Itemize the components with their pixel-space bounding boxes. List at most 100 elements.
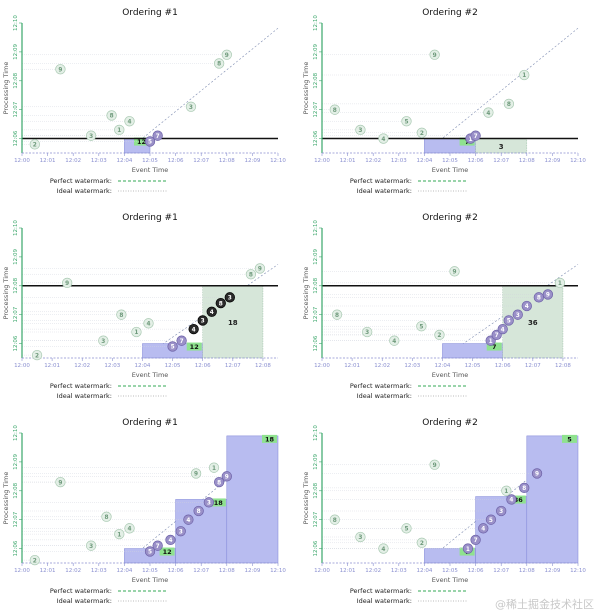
chart-panel-3: Ordering #1 12 18 12:00 12:01 12:02 12:03 12:04… bbox=[0, 205, 300, 410]
data-point-label: 4 bbox=[127, 527, 131, 533]
y-tick-label: 12:09 bbox=[313, 248, 319, 264]
data-point-label: 4 bbox=[127, 119, 131, 125]
data-point bbox=[31, 349, 43, 361]
data-point bbox=[167, 341, 178, 352]
y-tick-label: 12:08 bbox=[13, 72, 19, 88]
data-point-label: 5 bbox=[148, 140, 152, 146]
data-point-label: 2 bbox=[33, 143, 37, 149]
data-point-label: 1 bbox=[558, 281, 562, 287]
x-tick-label: 12:08 bbox=[519, 568, 535, 574]
data-point-label: 4 bbox=[186, 518, 190, 524]
data-point-label: 9 bbox=[258, 267, 262, 273]
data-point-label: 9 bbox=[452, 270, 456, 276]
data-point-label: 8 bbox=[110, 114, 114, 120]
pane-value-bg bbox=[210, 498, 226, 507]
x-tick-label: 12:05 bbox=[165, 363, 181, 369]
x-tick-label: 12:06 bbox=[195, 363, 211, 369]
x-tick-label: 12:06 bbox=[468, 158, 484, 164]
x-tick-label: 12:00 bbox=[314, 158, 330, 164]
x-tick-label: 12:09 bbox=[244, 158, 260, 164]
y-tick-label: 12:09 bbox=[13, 453, 19, 469]
x-tick-label: 12:07 bbox=[225, 363, 241, 369]
data-point-label: 9 bbox=[546, 293, 550, 299]
ideal-diagonal bbox=[442, 264, 579, 359]
x-tick-label: 12:01 bbox=[40, 158, 56, 164]
data-point bbox=[506, 494, 517, 505]
x-tick-label: 12:10 bbox=[270, 568, 286, 574]
data-point-label: 3 bbox=[89, 134, 93, 140]
data-point bbox=[378, 543, 389, 554]
data-point bbox=[175, 526, 186, 537]
data-point bbox=[512, 309, 523, 320]
x-axis-label: Event Time bbox=[132, 576, 169, 584]
data-point-label: 8 bbox=[537, 296, 541, 302]
data-point-label: 4 bbox=[525, 304, 529, 310]
x-axis-label: Event Time bbox=[132, 371, 169, 379]
data-point-label: 2 bbox=[437, 333, 441, 339]
chart-title: Ordering #1 bbox=[122, 418, 178, 428]
y-tick-label: 12:10 bbox=[313, 425, 319, 441]
data-point-label: 2 bbox=[420, 541, 424, 547]
x-tick-label: 12:01 bbox=[44, 363, 60, 369]
data-point bbox=[208, 462, 220, 473]
y-axis-label: Processing Time bbox=[302, 472, 310, 525]
data-point-label: 7 bbox=[474, 538, 478, 544]
pane-value: 18 bbox=[214, 499, 224, 507]
data-point-label: 9 bbox=[58, 67, 62, 73]
data-point-label: 8 bbox=[249, 272, 253, 278]
x-tick-label: 12:03 bbox=[391, 568, 407, 574]
data-point bbox=[485, 514, 497, 525]
data-point bbox=[483, 107, 494, 118]
pane-value: 12 bbox=[190, 343, 199, 351]
pane-value: 12 bbox=[137, 138, 146, 146]
data-point bbox=[85, 540, 97, 551]
data-point bbox=[124, 523, 135, 534]
y-tick-label: 12:07 bbox=[13, 101, 19, 117]
legend-ideal-label: Ideal watermark: bbox=[57, 187, 112, 195]
data-point-label: 8 bbox=[197, 509, 201, 515]
data-point bbox=[144, 136, 156, 147]
data-point-label: 3 bbox=[499, 509, 503, 515]
data-point bbox=[143, 318, 154, 329]
data-point-label: 4 bbox=[381, 137, 385, 143]
legend-ideal-label: Ideal watermark: bbox=[357, 392, 412, 400]
x-tick-label: 12:04 bbox=[135, 363, 151, 369]
chart-panel-1: Ordering #1 12 12:00 12:01 12:02 12:03 12:04 12… bbox=[0, 0, 300, 205]
x-tick-label: 12:01 bbox=[340, 158, 356, 164]
x-tick-label: 12:01 bbox=[344, 363, 360, 369]
pane-region-blue bbox=[226, 435, 279, 564]
data-point-label: 1 bbox=[468, 137, 472, 143]
y-tick-label: 12:08 bbox=[313, 72, 319, 88]
y-tick-label: 12:08 bbox=[313, 482, 319, 498]
y-tick-label: 12:08 bbox=[313, 277, 319, 293]
x-tick-label: 12:07 bbox=[493, 158, 509, 164]
x-tick-label: 12:00 bbox=[14, 568, 30, 574]
data-point-label: 3 bbox=[201, 319, 205, 325]
data-point-label: 3 bbox=[228, 296, 232, 302]
data-point-label: 4 bbox=[381, 547, 385, 553]
data-point bbox=[470, 534, 481, 546]
data-point-label: 9 bbox=[225, 53, 229, 59]
y-tick-label: 12:06 bbox=[13, 540, 19, 556]
data-point-label: 3 bbox=[207, 501, 211, 507]
y-tick-label: 12:09 bbox=[313, 453, 319, 469]
data-point bbox=[542, 289, 554, 300]
data-point-label: 8 bbox=[219, 301, 223, 307]
data-point-label: 8 bbox=[217, 480, 221, 486]
y-tick-label: 12:06 bbox=[13, 130, 19, 146]
x-tick-label: 12:03 bbox=[91, 568, 107, 574]
x-tick-label: 12:08 bbox=[555, 363, 571, 369]
data-point bbox=[434, 329, 445, 341]
data-point bbox=[462, 543, 474, 554]
data-point-label: 3 bbox=[516, 313, 520, 319]
data-point bbox=[449, 266, 460, 277]
y-tick-label: 12:08 bbox=[13, 277, 19, 293]
x-tick-label: 12:02 bbox=[365, 158, 381, 164]
data-point bbox=[389, 335, 400, 346]
y-tick-label: 12:09 bbox=[13, 43, 19, 59]
data-point bbox=[62, 277, 73, 289]
pane-value-bg bbox=[562, 434, 577, 443]
x-tick-label: 12:08 bbox=[219, 158, 235, 164]
